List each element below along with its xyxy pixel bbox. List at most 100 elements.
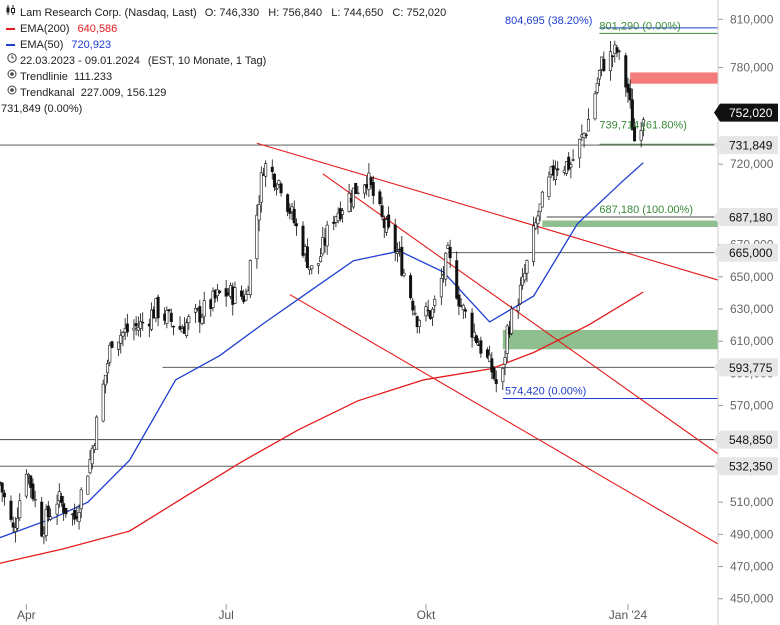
y-tick-label: 450,000 bbox=[730, 592, 774, 606]
candle-body bbox=[255, 214, 259, 260]
candle-body bbox=[369, 177, 373, 186]
legend-trendchannel-row[interactable]: Trendkanal 227.009, 156.129 bbox=[6, 85, 446, 101]
trend-line bbox=[256, 142, 719, 281]
candle-body bbox=[86, 475, 90, 495]
candle-body bbox=[90, 447, 94, 465]
candle-body bbox=[119, 335, 123, 344]
candle-body bbox=[510, 308, 514, 334]
candle-body bbox=[202, 300, 206, 317]
x-tick-label: Okt bbox=[417, 608, 436, 622]
candle-body bbox=[125, 323, 129, 333]
candle-body bbox=[27, 474, 31, 477]
candle-body bbox=[341, 210, 345, 215]
legend-level-row: 731,849 (0.00%) bbox=[1, 101, 446, 117]
candle-body bbox=[73, 510, 77, 520]
candle-body bbox=[400, 246, 404, 276]
last-price-tag-arrow bbox=[714, 103, 720, 122]
candle-body bbox=[31, 483, 35, 500]
candle-body bbox=[352, 187, 356, 208]
candlesticks bbox=[0, 40, 645, 545]
y-tick-label: 610,000 bbox=[730, 334, 774, 348]
candle-body bbox=[569, 164, 573, 168]
candle-body bbox=[79, 489, 83, 510]
fibonacci-labels: 804,695 (38.20%) 801,290 (0.00%) 739,714 (… bbox=[505, 15, 693, 398]
candle-body bbox=[264, 163, 268, 177]
y-tick-label: 510,000 bbox=[730, 495, 774, 509]
legend-trendline-row[interactable]: Trendlinie 111.233 bbox=[6, 69, 446, 85]
level-tag-arrow bbox=[714, 207, 720, 226]
candle-body bbox=[95, 416, 99, 450]
ohlc-values: O: 746,330 H: 756,840 L: 744,650 C: 752,… bbox=[204, 7, 447, 19]
x-tick-label: Jan '24 bbox=[609, 608, 648, 622]
candle-body bbox=[593, 93, 597, 120]
instrument-title: Lam Research Corp. (Nasdaq, Last) bbox=[20, 7, 197, 19]
candle-body bbox=[316, 263, 320, 266]
candle-body bbox=[448, 246, 452, 259]
candle-body bbox=[586, 118, 590, 132]
ema50-label: EMA(50) bbox=[20, 39, 64, 51]
candle-body bbox=[354, 182, 358, 195]
y-tick-label: 780,000 bbox=[730, 61, 774, 75]
level-tag-text: 687,180 bbox=[729, 210, 773, 224]
candle-body bbox=[0, 482, 4, 493]
level-tag-text: 548,850 bbox=[729, 433, 773, 447]
level-tag-arrow bbox=[714, 358, 720, 377]
fib-label: 801,290 (0.00%) bbox=[599, 20, 680, 32]
candle-body bbox=[55, 503, 59, 515]
candle-body bbox=[33, 499, 37, 501]
candle-body bbox=[488, 354, 492, 362]
level-tag-text: 593,775 bbox=[729, 361, 773, 375]
x-tick-label: Jul bbox=[218, 608, 233, 622]
candle-body bbox=[501, 368, 505, 383]
candle-body bbox=[641, 119, 645, 127]
y-tick-label: 630,000 bbox=[730, 302, 774, 316]
level-tag-bg bbox=[720, 207, 778, 226]
candle-body bbox=[518, 284, 522, 304]
price-zone bbox=[542, 220, 718, 227]
candle-body bbox=[110, 341, 114, 348]
candle-body bbox=[132, 327, 136, 331]
candle-body bbox=[9, 500, 13, 520]
candle-body bbox=[117, 341, 121, 350]
candle-body bbox=[59, 496, 63, 503]
candle-body bbox=[556, 168, 560, 171]
trendchannel-label: Trendkanal 227.009, 156.129 bbox=[20, 87, 167, 99]
candle-body bbox=[571, 159, 575, 161]
candle-body bbox=[463, 309, 467, 312]
legend-ema200-row[interactable]: EMA(200) 640,586 bbox=[6, 21, 446, 37]
y-tick-label: 810,000 bbox=[730, 12, 774, 26]
candle-body bbox=[617, 50, 621, 53]
y-tick-label: 570,000 bbox=[730, 399, 774, 413]
candlestick-icon bbox=[6, 5, 17, 21]
legend-ema50-row[interactable]: EMA(50) 720,923 bbox=[6, 37, 446, 53]
ema-lines bbox=[0, 162, 644, 564]
candle-body bbox=[88, 459, 92, 474]
candle-body bbox=[29, 475, 33, 488]
candle-body bbox=[597, 70, 601, 80]
candle-body bbox=[18, 500, 22, 519]
candle-body bbox=[40, 501, 44, 537]
ema50-value: 720,923 bbox=[71, 39, 112, 51]
candle-body bbox=[371, 182, 375, 196]
ema200-value: 640,586 bbox=[77, 23, 118, 35]
candle-body bbox=[198, 306, 202, 323]
candle-body bbox=[626, 83, 630, 93]
y-tick-label: 720,000 bbox=[730, 157, 774, 171]
level-tag-arrow bbox=[714, 136, 720, 155]
price-axis: 450,000470,000490,000510,000530,000550,0… bbox=[717, 0, 774, 625]
candle-body bbox=[218, 290, 222, 293]
candle-body bbox=[2, 492, 6, 498]
horizontal-levels bbox=[0, 27, 718, 467]
candle-body bbox=[611, 55, 615, 58]
candle-body bbox=[479, 340, 483, 354]
level-tag-bg bbox=[720, 136, 778, 155]
candle-body bbox=[248, 260, 252, 296]
candle-body bbox=[624, 55, 628, 88]
candle-body bbox=[178, 326, 182, 330]
date-range: 22.03.2023 - 09.01.2024 bbox=[20, 55, 140, 67]
level-label: 731,849 (0.00%) bbox=[1, 103, 83, 115]
candle-body bbox=[540, 191, 544, 208]
candle-body bbox=[134, 323, 138, 327]
candle-body bbox=[13, 527, 17, 532]
